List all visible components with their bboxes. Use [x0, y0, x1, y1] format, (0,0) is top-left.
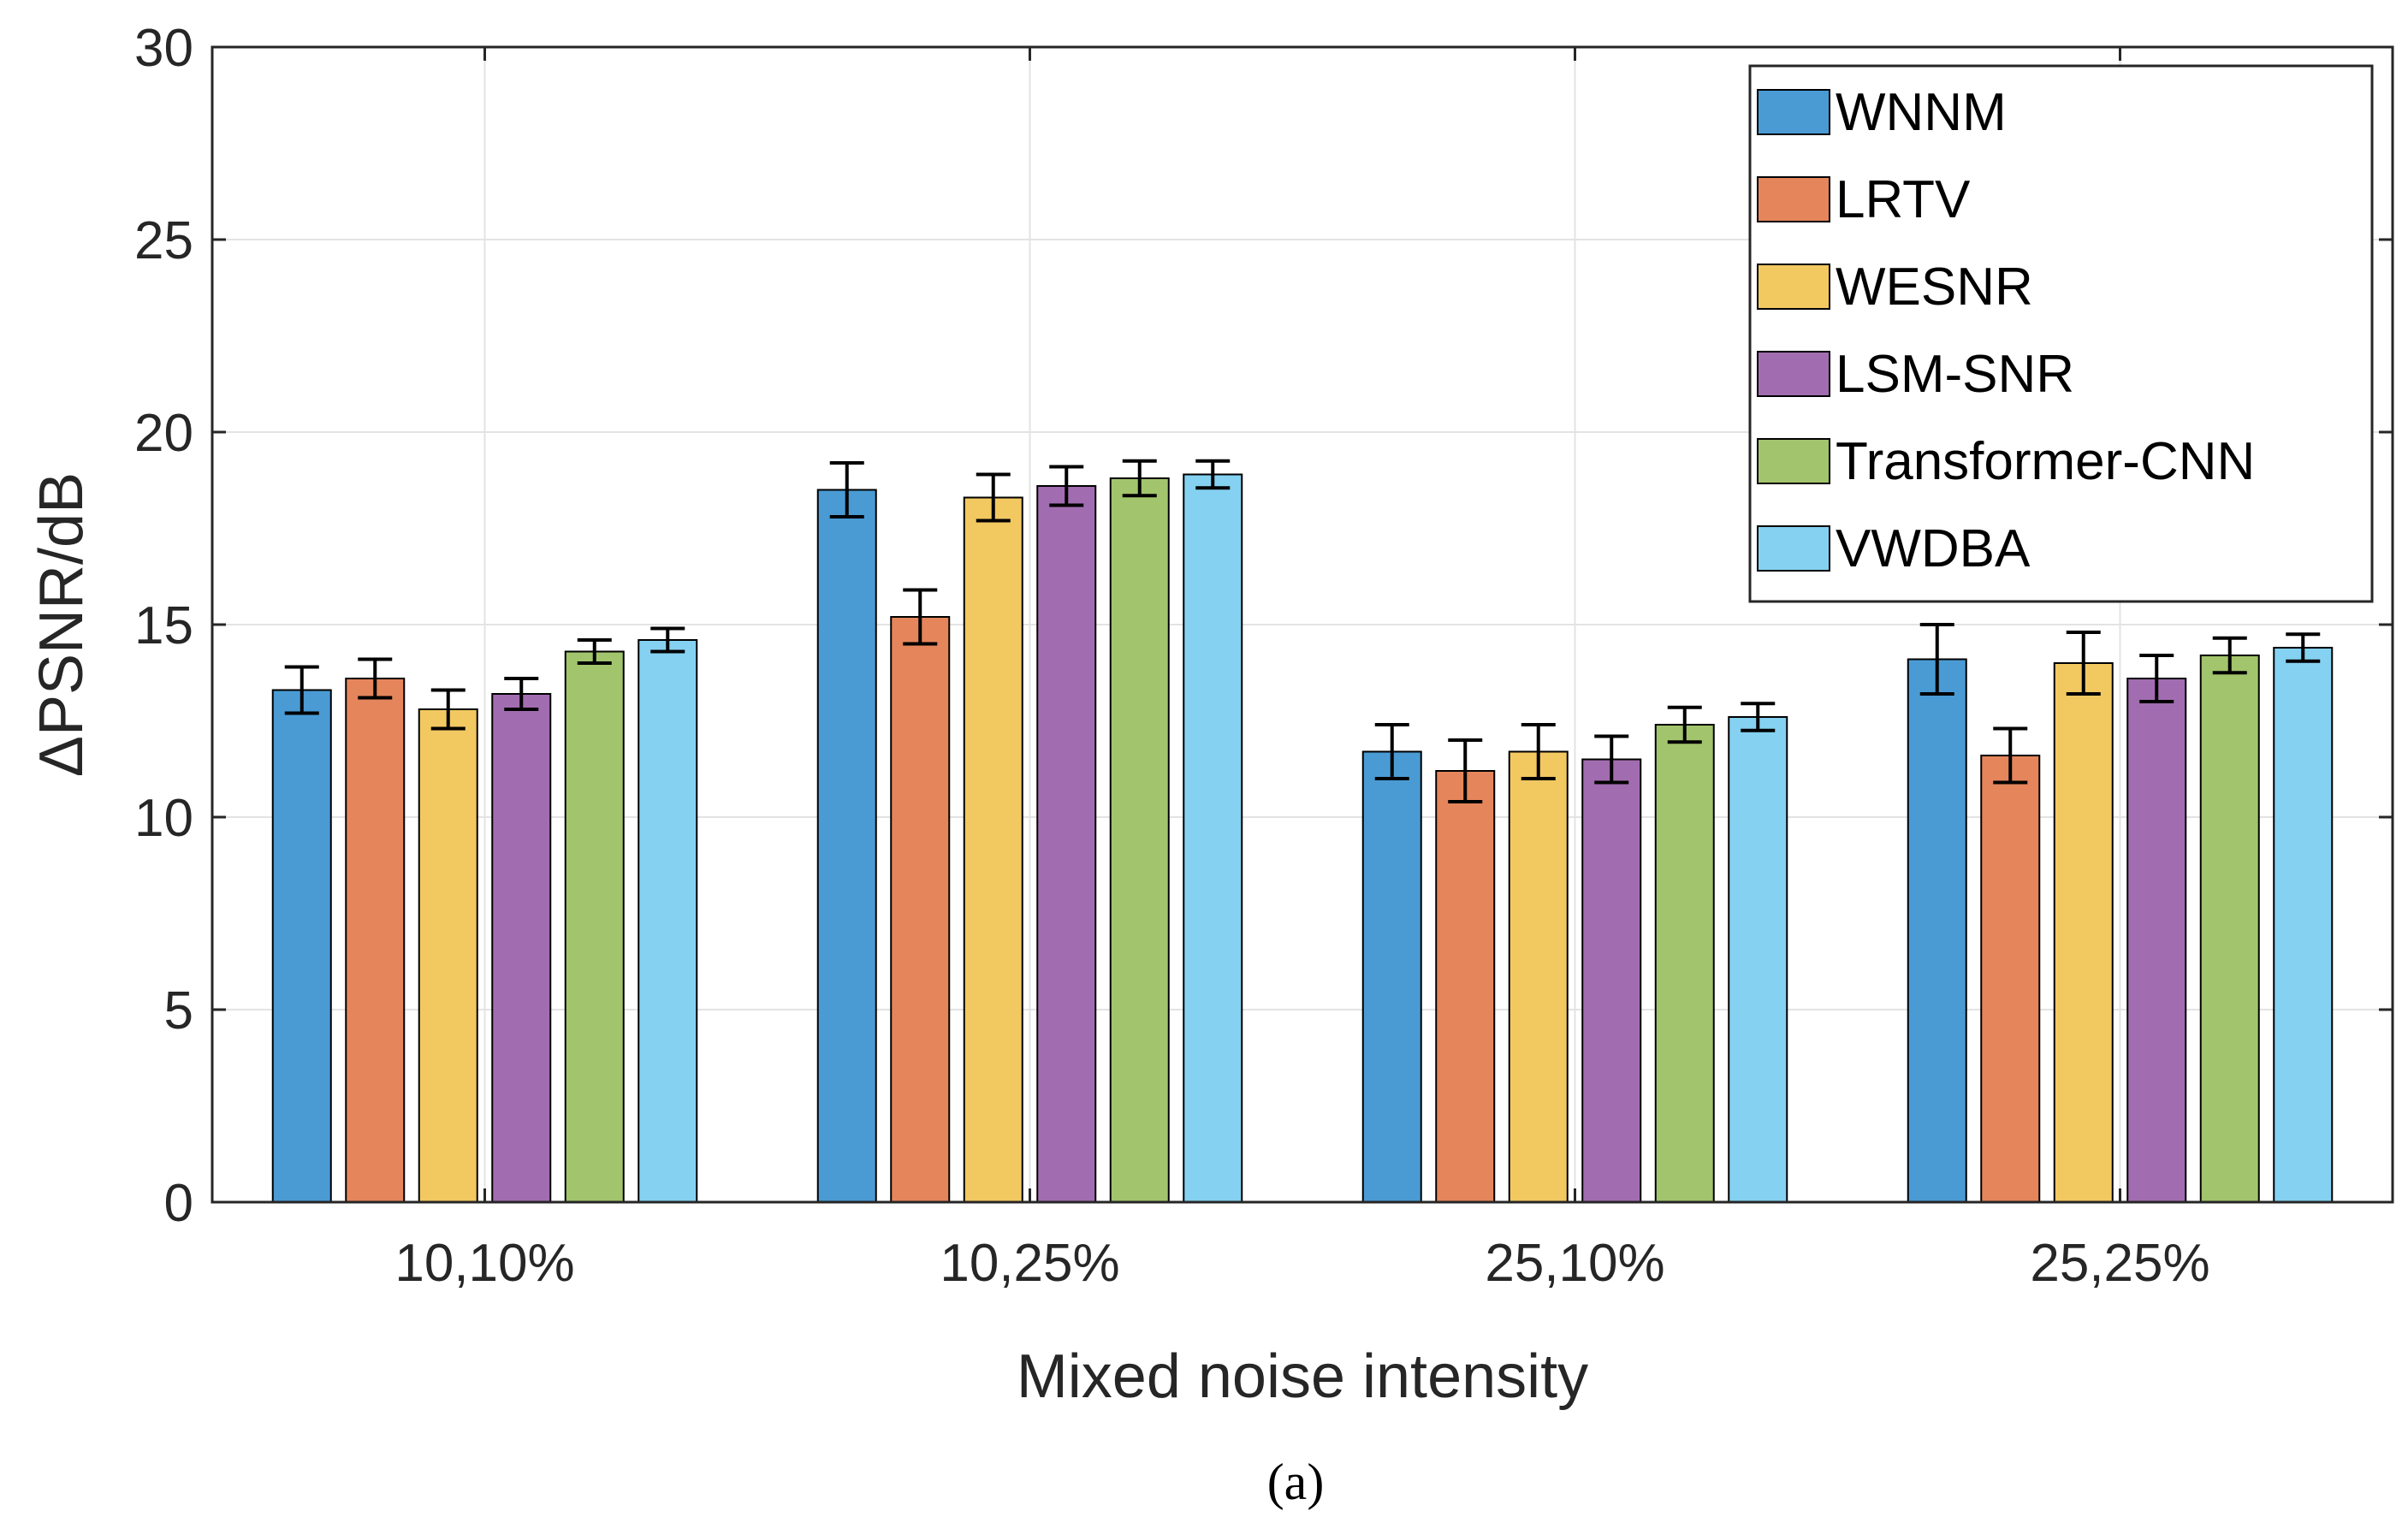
bar [1980, 755, 2041, 1203]
bar [2199, 655, 2260, 1203]
x-axis-ticks: 10,10% 10,25% 25,10% 25,25% [394, 47, 2210, 1293]
legend-swatch [1757, 438, 1830, 484]
x-tick-label: 10,10% [394, 1234, 574, 1293]
bar [1036, 485, 1097, 1203]
x-tick-label: 25,10% [1485, 1234, 1664, 1293]
x-tick-label: 10,25% [940, 1234, 1119, 1293]
legend-label: LSM-SNR [1836, 345, 2074, 404]
legend-swatch [1757, 264, 1830, 310]
legend-label: LRTV [1836, 170, 1971, 229]
bar [491, 693, 552, 1203]
bar [1361, 750, 1422, 1203]
bar [2273, 647, 2334, 1203]
bar [638, 639, 698, 1203]
bar [1654, 724, 1715, 1203]
y-tick-label: 15 [134, 596, 193, 655]
y-tick-label: 5 [164, 981, 193, 1040]
legend-label: WESNR [1836, 258, 2033, 317]
bar [890, 616, 951, 1203]
legend-swatch [1757, 525, 1830, 572]
legend-swatch [1757, 351, 1830, 397]
legend-label: Transformer-CNN [1836, 432, 2255, 491]
y-tick-label: 20 [134, 404, 193, 463]
bar [1435, 770, 1496, 1203]
error-bars-group [284, 459, 2321, 803]
bar [1508, 750, 1569, 1203]
x-axis-title: Mixed noise intensity [1017, 1342, 1588, 1411]
bars-group [271, 473, 2334, 1203]
bar [345, 678, 406, 1203]
legend-swatch [1757, 89, 1830, 135]
y-tick-label: 10 [134, 789, 193, 848]
legend: WNNM LRTV WESNR LSM-SNR Transformer-CNN VWDBA [1748, 64, 2374, 603]
bar [1581, 758, 1642, 1203]
y-tick-label: 25 [134, 211, 193, 270]
bar [1109, 477, 1170, 1203]
bar [2126, 678, 2187, 1203]
bar [963, 496, 1023, 1203]
bar [564, 650, 625, 1203]
y-axis-title: ΔPSNR/dB [27, 472, 96, 777]
legend-label: VWDBA [1836, 519, 2031, 578]
y-axis-ticks: 0 5 10 15 20 25 30 [134, 19, 2393, 1233]
legend-swatch [1757, 176, 1830, 222]
bar [1728, 716, 1788, 1203]
bar [271, 689, 332, 1203]
bar [418, 708, 478, 1203]
legend-label: WNNM [1836, 83, 2007, 142]
bar [1183, 473, 1243, 1203]
x-tick-label: 25,25% [2030, 1234, 2209, 1293]
y-tick-label: 30 [134, 19, 193, 78]
bar [816, 489, 877, 1203]
bar [1907, 658, 1967, 1203]
legend-box [1748, 64, 2374, 603]
figure-caption: (a) [1267, 1454, 1325, 1510]
y-tick-label: 0 [164, 1174, 193, 1233]
bar [2053, 662, 2114, 1203]
